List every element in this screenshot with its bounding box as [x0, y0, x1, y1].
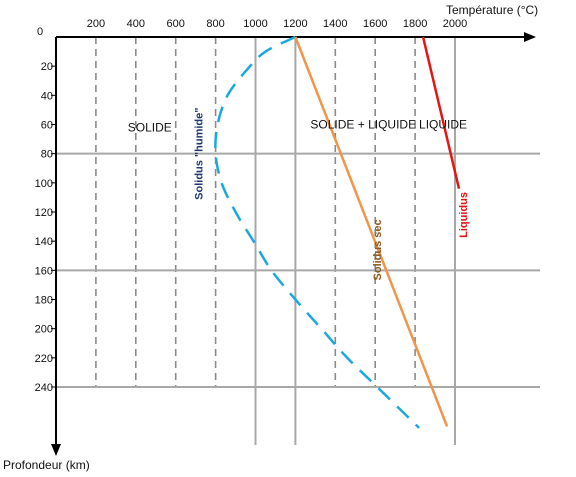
series — [214, 35, 461, 429]
y-axis-arrow — [51, 444, 61, 456]
x-tick-label-2000: 2000 — [443, 18, 467, 30]
curve-label-1: Solidus sec — [372, 219, 384, 280]
y-tick-label-180: 180 — [35, 295, 53, 307]
zone-label-0: SOLIDE — [128, 120, 172, 134]
x-tick-label-600: 600 — [167, 18, 185, 30]
x-tick-label-200: 200 — [87, 18, 105, 30]
y-tick-label-140: 140 — [35, 236, 53, 248]
y-tick-label-40: 40 — [41, 90, 53, 102]
y-tick-label-200: 200 — [35, 324, 53, 336]
x-origin-label: 0 — [37, 26, 43, 38]
series-line-2 — [421, 36, 461, 189]
y-tick-label-80: 80 — [41, 149, 53, 161]
x-tick-label-1200: 1200 — [283, 18, 307, 30]
x-tick-label-1800: 1800 — [403, 18, 427, 30]
y-tick-label-240: 240 — [35, 382, 53, 394]
x-axis-title: Température (°C) — [446, 3, 538, 17]
y-tick-label-120: 120 — [35, 207, 53, 219]
series-line-1 — [294, 36, 449, 427]
x-tick-label-1400: 1400 — [323, 18, 347, 30]
y-tick-label-100: 100 — [35, 178, 53, 190]
y-tick-label-160: 160 — [35, 265, 53, 277]
y-tick-label-220: 220 — [35, 353, 53, 365]
zone-label-1: SOLIDE + LIQUIDE — [310, 118, 416, 132]
labels: SOLIDE SOLIDE + LIQUIDE LIQUIDE Solidus "hu… — [128, 108, 470, 281]
y-tick-label-60: 60 — [41, 120, 53, 132]
y-tick-label-20: 20 — [41, 61, 53, 73]
axes: 200 400 600 800 1000 1200 1400 1600 1800 20002040… — [35, 18, 536, 456]
zone-label-2: LIQUIDE — [419, 118, 467, 132]
x-tick-label-800: 800 — [206, 18, 224, 30]
x-axis-arrow — [524, 32, 536, 42]
series-line-0 — [214, 35, 420, 429]
x-tick-label-400: 400 — [127, 18, 145, 30]
grid — [56, 37, 540, 445]
curve-label-2: Liquidus — [458, 192, 470, 238]
y-axis-title: Profondeur (km) — [3, 458, 90, 472]
x-tick-label-1600: 1600 — [363, 18, 387, 30]
curve-label-0: Solidus "humide" — [194, 108, 206, 200]
x-tick-label-1000: 1000 — [243, 18, 267, 30]
